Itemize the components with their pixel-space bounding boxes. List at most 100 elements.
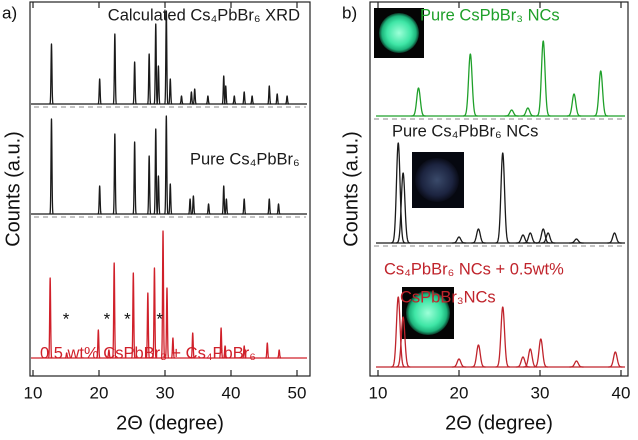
peak	[276, 203, 281, 215]
peak	[535, 40, 551, 117]
peak	[145, 292, 151, 359]
trace	[31, 10, 307, 105]
peak	[205, 95, 211, 105]
x-axis-title: 2Θ (degree)	[445, 412, 553, 434]
y-axis-title: Counts (a.u.)	[340, 131, 362, 247]
series-label: Pure CsPbBr₃ NCs	[420, 6, 560, 24]
peak	[266, 85, 272, 105]
peak	[111, 262, 117, 359]
peak	[218, 327, 224, 359]
peak	[390, 142, 406, 244]
inset-glow	[406, 291, 450, 335]
peak	[223, 85, 229, 105]
trace	[376, 40, 625, 117]
peak	[106, 349, 112, 359]
peak	[132, 61, 138, 105]
peak	[606, 232, 623, 244]
peak	[190, 332, 196, 359]
peak	[155, 175, 161, 215]
peak	[206, 203, 212, 215]
trace	[376, 142, 625, 244]
peak	[192, 88, 198, 105]
peak	[49, 43, 54, 105]
peak	[395, 172, 411, 244]
peak	[112, 133, 118, 215]
peak	[515, 234, 531, 244]
peak	[284, 95, 290, 105]
trace	[31, 230, 307, 359]
peak	[167, 78, 173, 105]
photo-insets	[374, 8, 464, 339]
peak	[97, 78, 103, 105]
plot-frame	[369, 1, 629, 377]
peak	[274, 93, 280, 105]
peak	[151, 267, 157, 359]
peak	[276, 349, 282, 359]
x-tick-label: 20	[450, 383, 469, 402]
peak	[241, 198, 247, 215]
peak-marker: *	[124, 309, 131, 328]
peak	[95, 329, 101, 359]
peak	[155, 65, 161, 105]
peak	[540, 232, 556, 244]
inset-glow	[379, 13, 419, 53]
peak	[515, 356, 531, 368]
peak	[188, 91, 194, 105]
series-label: 0.5 wt% CsPbBr₃ + Cs₄PbBr₆	[40, 344, 256, 362]
peak	[241, 91, 247, 105]
peak	[49, 118, 54, 215]
x-tick-label: 20	[90, 383, 109, 402]
peak	[190, 195, 196, 215]
peak	[170, 337, 176, 359]
peak	[231, 95, 237, 105]
peak	[47, 277, 53, 359]
peak	[112, 33, 118, 105]
peak	[568, 238, 585, 244]
peak	[160, 230, 166, 359]
trace	[31, 115, 307, 215]
y-axis-title: Counts (a.u.)	[2, 131, 24, 247]
peak	[130, 272, 136, 359]
peak	[607, 351, 623, 368]
x-tick-label: 10	[24, 383, 43, 402]
peak	[593, 70, 609, 117]
peak-marker: *	[63, 309, 70, 328]
peak	[163, 115, 169, 215]
x-tick-label: 10	[369, 383, 388, 402]
x-tick-label: 30	[156, 383, 175, 402]
series-label: Pure Cs₄PbBr₆ NCs	[392, 122, 538, 140]
peak	[266, 198, 272, 215]
peak	[410, 87, 427, 117]
peak	[164, 287, 170, 359]
x-axis-title: 2Θ (degree)	[116, 412, 224, 434]
x-tick-label: 30	[531, 383, 550, 402]
peak	[566, 93, 582, 117]
peak	[64, 352, 70, 359]
trace	[376, 296, 625, 368]
peak-marker: *	[104, 309, 111, 328]
peak	[395, 316, 411, 368]
inset-glow	[415, 158, 459, 202]
peak	[241, 345, 247, 359]
x-tick-label: 50	[288, 383, 307, 402]
peak	[470, 344, 487, 368]
peak	[222, 345, 228, 359]
panel-label: a)	[2, 3, 17, 22]
peak	[462, 53, 478, 117]
peak	[264, 342, 270, 359]
peak	[390, 296, 406, 368]
peak	[535, 228, 551, 244]
series-label: Calculated Cs₄PbBr₆ XRD	[108, 6, 300, 24]
series-label: CsPbBr₃NCs	[400, 288, 496, 306]
peak	[146, 155, 152, 215]
peak	[533, 338, 549, 368]
series-label: Pure Cs₄PbBr₆	[190, 150, 300, 168]
peak	[179, 95, 184, 105]
peak	[495, 152, 511, 244]
peak	[187, 198, 193, 215]
panel-label: b)	[342, 3, 357, 22]
peak	[223, 198, 229, 215]
peak	[470, 228, 487, 244]
peak	[146, 53, 152, 105]
